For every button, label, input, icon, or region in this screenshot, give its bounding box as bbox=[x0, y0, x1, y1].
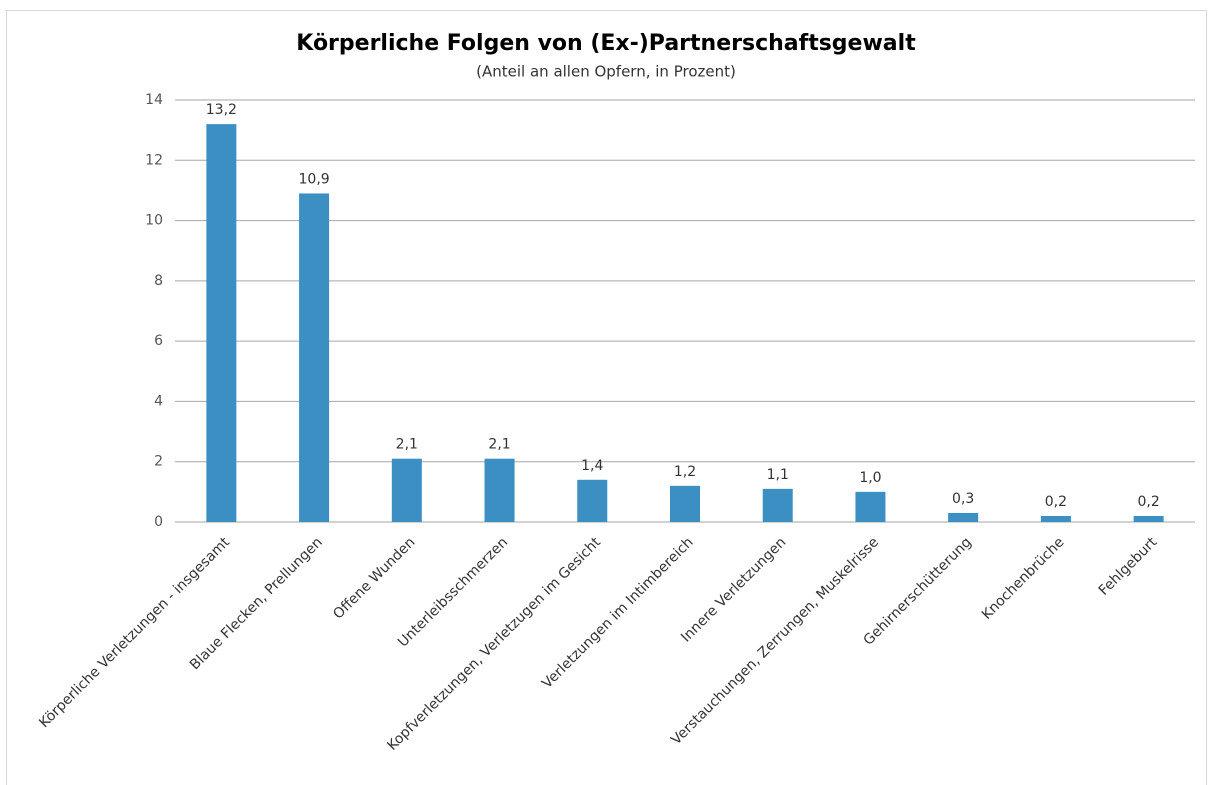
y-tick-label: 0 bbox=[154, 514, 163, 530]
y-tick-label: 12 bbox=[145, 152, 163, 168]
value-label: 1,2 bbox=[674, 464, 696, 480]
value-label: 1,0 bbox=[859, 470, 881, 486]
x-tick-label: Kopfverletzungen, Verletzugen im Gesicht bbox=[384, 534, 604, 754]
value-label: 13,2 bbox=[206, 102, 237, 118]
chart-title: Körperliche Folgen von (Ex-)Partnerschaf… bbox=[296, 31, 916, 56]
x-tick-label: Verstauchungen, Zerrungen, Muskelrisse bbox=[668, 534, 882, 748]
chart-border bbox=[6, 10, 1207, 785]
bar bbox=[299, 193, 330, 522]
bar bbox=[855, 491, 886, 522]
x-tick-label: Offene Wunden bbox=[330, 534, 418, 622]
y-tick-label: 2 bbox=[154, 454, 163, 470]
value-label: 1,4 bbox=[581, 458, 603, 474]
bar bbox=[762, 488, 793, 522]
value-label: 10,9 bbox=[299, 171, 330, 187]
bar bbox=[1133, 515, 1164, 522]
value-label: 2,1 bbox=[488, 437, 510, 453]
chart-subtitle: (Anteil an allen Opfern, in Prozent) bbox=[476, 63, 736, 81]
value-label: 0,2 bbox=[1045, 494, 1067, 510]
x-tick-label: Innere Verletzungen bbox=[678, 534, 789, 645]
x-tick-label: Gehirnerschütterung bbox=[860, 534, 974, 648]
y-tick-label: 6 bbox=[154, 333, 163, 349]
bar bbox=[391, 458, 422, 522]
value-label: 0,3 bbox=[952, 491, 974, 507]
value-label: 0,2 bbox=[1138, 494, 1160, 510]
value-label: 1,1 bbox=[767, 467, 789, 483]
bar bbox=[670, 485, 700, 522]
bar bbox=[1040, 515, 1071, 522]
x-tick-label: Fehlgeburt bbox=[1096, 534, 1161, 599]
y-tick-label: 14 bbox=[145, 92, 163, 108]
bar bbox=[577, 479, 608, 522]
bar bbox=[484, 458, 515, 522]
x-tick-label: Knochenbrüche bbox=[979, 534, 1068, 623]
y-tick-label: 4 bbox=[154, 393, 163, 409]
x-tick-label: Verletzungen im Intimbereich bbox=[539, 534, 697, 692]
bar bbox=[206, 124, 237, 522]
y-tick-label: 10 bbox=[145, 213, 163, 229]
y-tick-label: 8 bbox=[154, 273, 163, 289]
value-label: 2,1 bbox=[396, 437, 418, 453]
bar bbox=[948, 512, 979, 522]
x-tick-label: Körperliche Verletzungen - insgesamt bbox=[36, 534, 233, 731]
